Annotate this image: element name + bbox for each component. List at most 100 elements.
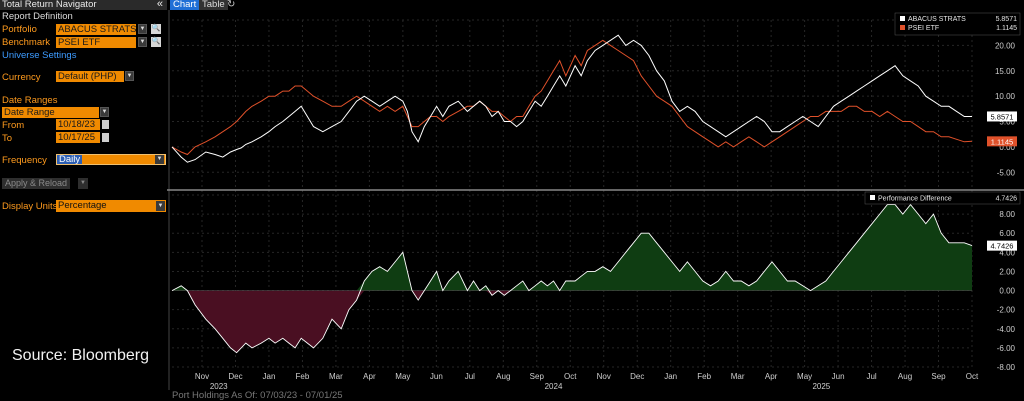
currency-dropdown-icon[interactable]: ▼: [125, 71, 134, 81]
y-tick-label: -8.00: [997, 363, 1016, 372]
y-tick-label: 6.00: [999, 229, 1015, 238]
y-tick-label: 4.00: [999, 248, 1015, 257]
x-tick-label: Oct: [564, 372, 577, 381]
apply-dropdown-icon[interactable]: ▼: [78, 178, 88, 189]
last-value-marker: [987, 240, 1017, 251]
from-calendar-icon[interactable]: [102, 120, 109, 129]
y-tick-label: 0.00: [999, 143, 1015, 152]
x-tick-label: May: [797, 372, 812, 381]
x-tick-label: Feb: [697, 372, 711, 381]
x-tick-label: Feb: [296, 372, 310, 381]
legend-swatch: [870, 195, 875, 200]
date-range-dropdown-icon[interactable]: ▼: [100, 107, 109, 117]
last-value-marker: [987, 111, 1017, 122]
x-tick-label: Jun: [832, 372, 845, 381]
x-tick-label: Sep: [931, 372, 946, 381]
negative-difference-area: [172, 290, 972, 353]
refresh-icon[interactable]: ↻: [227, 0, 236, 10]
legend-series-name: PSEI ETF: [908, 25, 939, 32]
x-tick-label: Apr: [765, 372, 778, 381]
x-tick-label: Aug: [898, 372, 912, 381]
benchmark-field[interactable]: PSEI ETF: [56, 37, 136, 48]
legend-series-name: ABACUS STRATS: [908, 16, 966, 23]
x-tick-label: May: [395, 372, 410, 381]
y-tick-label: 5.00: [999, 118, 1015, 127]
x-tick-label: Jan: [263, 372, 276, 381]
port-holdings-footer: Port Holdings As Of: 07/03/23 - 07/01/25: [172, 390, 343, 401]
last-value-marker: [987, 136, 1017, 147]
tab-chart[interactable]: Chart: [170, 0, 200, 10]
apply-reload-label: Apply & Reload: [5, 178, 68, 188]
legend-series-name: Performance Difference: [878, 196, 952, 203]
frequency-field[interactable]: Daily ▼: [56, 154, 166, 165]
x-tick-label: Oct: [966, 372, 979, 381]
x-tick-label: Jul: [866, 372, 876, 381]
portfolio-field[interactable]: ABACUS STRATS: [56, 24, 136, 35]
currency-label: Currency: [2, 72, 41, 83]
y-tick-label: 8.00: [999, 210, 1015, 219]
portfolio-series-line: [171, 34, 972, 163]
last-value-label: 5.8571: [991, 112, 1014, 121]
x-tick-label: Jun: [430, 372, 443, 381]
last-value-label: 4.7426: [991, 242, 1014, 251]
legend-swatch: [900, 16, 905, 21]
display-units-label: Display Units: [2, 201, 58, 212]
title-bar: Total Return Navigator «: [0, 0, 167, 10]
benchmark-search-icon[interactable]: 🔍: [151, 37, 161, 47]
y-tick-label: 15.00: [995, 67, 1016, 76]
collapse-icon[interactable]: «: [156, 0, 163, 10]
date-range-field[interactable]: Date Range: [2, 107, 99, 118]
x-tick-label: Jul: [465, 372, 475, 381]
universe-settings-link[interactable]: Universe Settings: [2, 50, 77, 61]
x-tick-label: Mar: [731, 372, 745, 381]
chart-area[interactable]: 25.0020.0015.0010.005.000.00-5.005.85711…: [167, 10, 1024, 390]
performance-difference-line: [171, 203, 973, 354]
display-units-dropdown-icon[interactable]: ▼: [156, 201, 165, 211]
portfolio-search-icon[interactable]: 🔍: [151, 24, 161, 34]
x-year-label: 2025: [812, 382, 830, 390]
top-legend: ABACUS STRATS 5.8571 PSEI ETF 1.1145: [894, 12, 1021, 36]
benchmark-label: Benchmark: [2, 37, 51, 48]
portfolio-label: Portfolio: [2, 24, 37, 35]
benchmark-dropdown-icon[interactable]: ▼: [138, 37, 147, 47]
y-tick-label: 0.00: [999, 287, 1015, 296]
legend-series-value: 4.7426: [996, 196, 1018, 203]
x-tick-label: Sep: [530, 372, 545, 381]
date-ranges-label: Date Ranges: [2, 95, 58, 106]
report-definition-label: Report Definition: [2, 11, 73, 22]
tab-table[interactable]: Table: [199, 0, 228, 10]
frequency-dropdown-icon[interactable]: ▼: [155, 155, 164, 164]
y-tick-label: 10.00: [995, 92, 1016, 101]
legend-series-value: 1.1145: [996, 25, 1017, 32]
positive-difference-area: [172, 204, 972, 291]
y-tick-label: -2.00: [997, 306, 1016, 315]
x-tick-label: Jan: [664, 372, 677, 381]
portfolio-dropdown-icon[interactable]: ▼: [138, 24, 147, 34]
benchmark-series-line: [171, 39, 973, 156]
y-tick-label: -5.00: [997, 168, 1016, 177]
source-text: Source: Bloomberg: [12, 347, 149, 364]
tab-bar: Chart Table ↻: [167, 0, 1024, 10]
display-units-value: Percentage: [58, 200, 107, 211]
from-date-field[interactable]: 10/18/23: [56, 119, 100, 130]
window-title: Total Return Navigator: [2, 0, 97, 10]
left-panel: Total Return Navigator « Report Definiti…: [0, 0, 167, 401]
x-tick-label: Mar: [329, 372, 343, 381]
to-calendar-icon[interactable]: [102, 133, 109, 142]
y-tick-label: -6.00: [997, 344, 1016, 353]
apply-reload-button[interactable]: Apply & Reload: [2, 178, 71, 189]
y-tick-label: 2.00: [999, 267, 1015, 276]
bottom-legend: Performance Difference 4.7426: [864, 191, 1021, 205]
display-units-field[interactable]: Percentage ▼: [56, 200, 166, 212]
x-year-label: 2023: [210, 382, 228, 390]
x-tick-label: Dec: [228, 372, 242, 381]
currency-field[interactable]: Default (PHP): [56, 71, 124, 82]
last-value-label: 1.1145: [991, 137, 1013, 146]
x-tick-label: Dec: [630, 372, 644, 381]
to-date-field[interactable]: 10/17/25: [56, 132, 100, 143]
legend-series-value: 5.8571: [996, 16, 1018, 23]
legend-swatch: [900, 25, 905, 30]
x-tick-label: Apr: [363, 372, 376, 381]
x-tick-label: Aug: [496, 372, 510, 381]
x-tick-label: Nov: [597, 372, 611, 381]
